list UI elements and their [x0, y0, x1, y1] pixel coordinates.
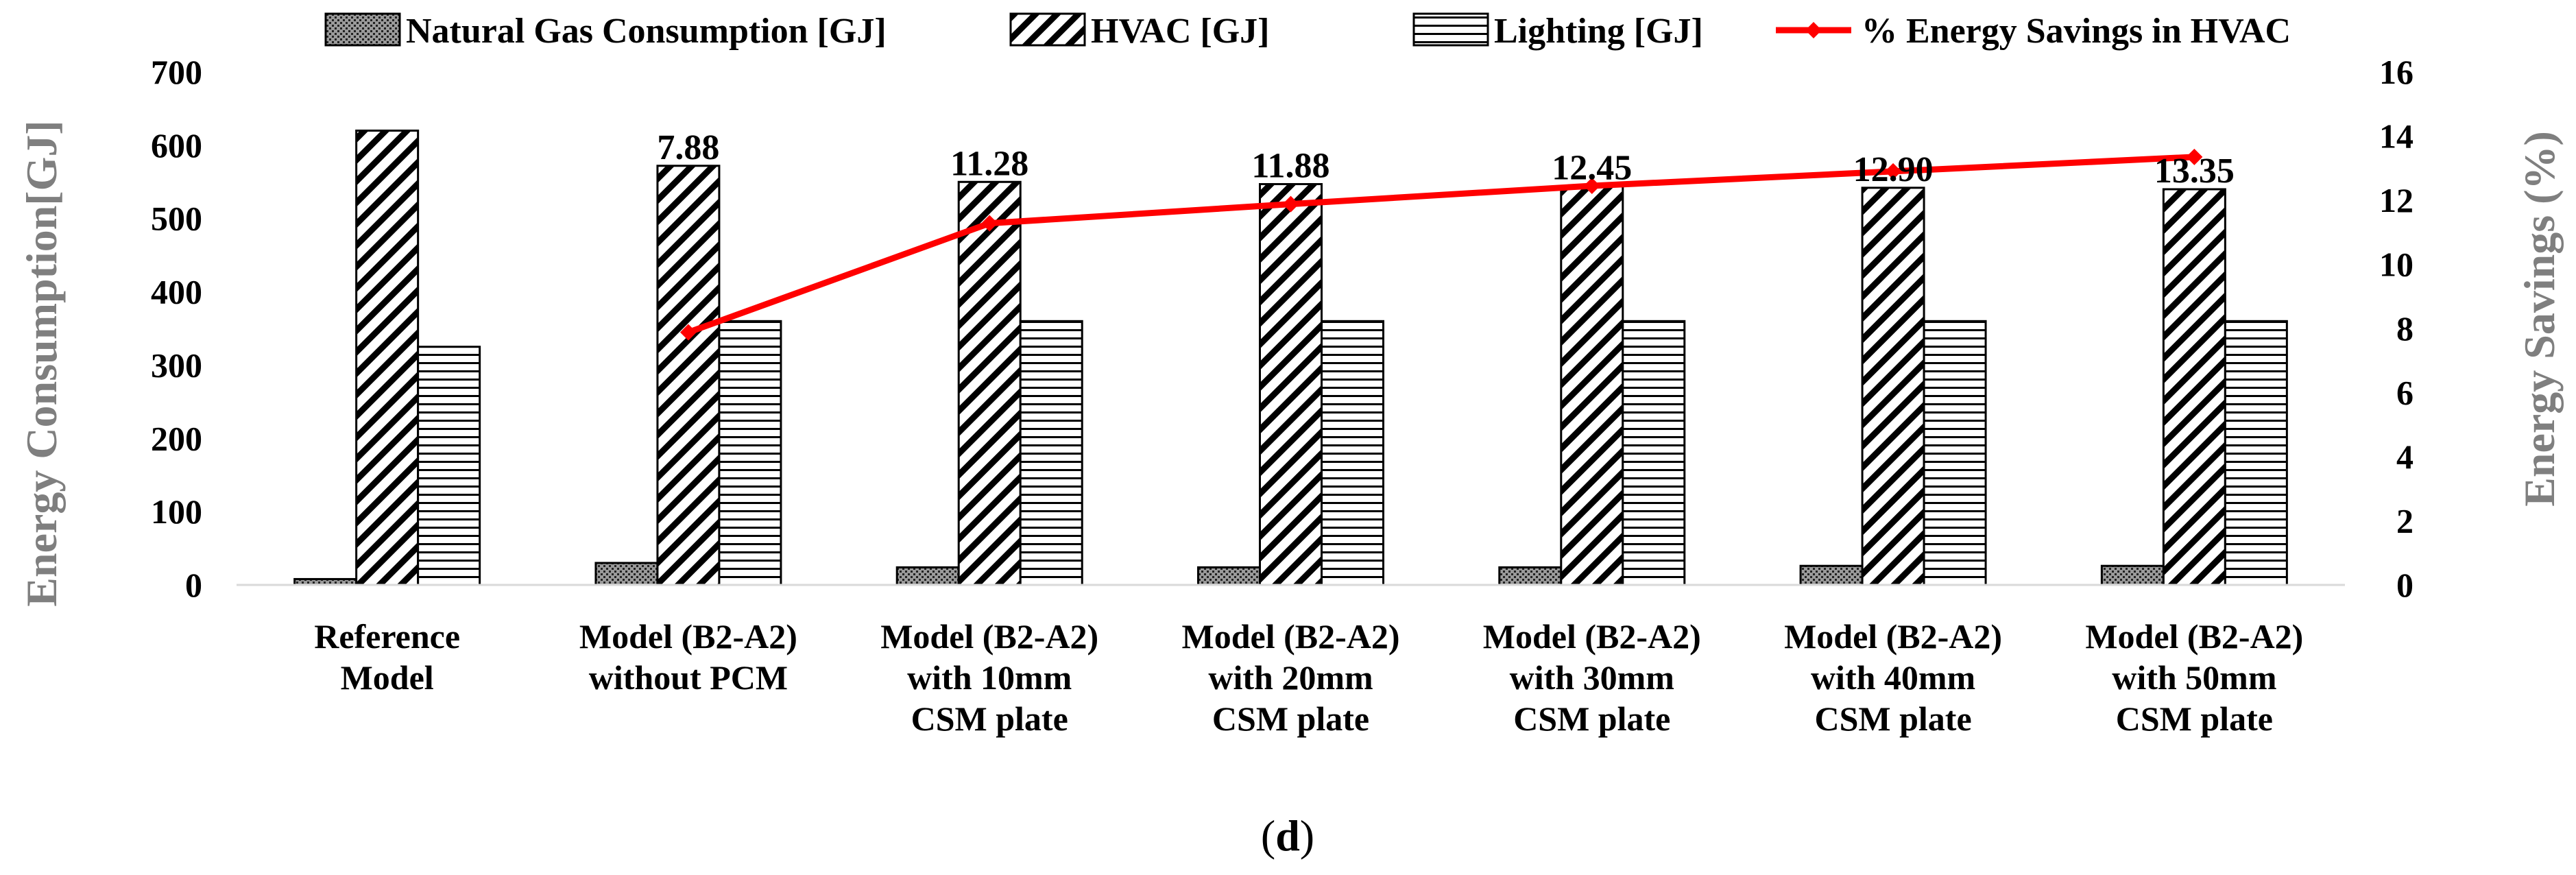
bar-horizontal-3[interactable] [1321, 320, 1384, 586]
bar-diagonal-1[interactable] [656, 165, 721, 586]
energy-savings-point[interactable] [981, 215, 998, 232]
energy-savings-data-label: 13.35 [2154, 152, 2235, 191]
bar-horizontal-2[interactable] [1019, 320, 1083, 586]
energy-savings-point[interactable] [1282, 195, 1299, 213]
legend-item-hvac[interactable]: HVAC [GJ] [1009, 12, 1269, 51]
bar-dots-1[interactable] [594, 562, 659, 586]
energy-savings-line[interactable] [687, 154, 2195, 335]
bar-horizontal-6[interactable] [2224, 320, 2288, 586]
y2-tick-label: 8 [2396, 309, 2414, 348]
bar-dots-6[interactable] [2100, 564, 2165, 586]
y2-tick-label: 4 [2396, 438, 2414, 476]
energy-savings-data-label: 11.28 [950, 144, 1028, 183]
energy-savings-data-label: 12.45 [1552, 149, 1632, 188]
y2-tick-label: 0 [2396, 566, 2414, 604]
x-tick-label: Model (B2-A2) with 50mm CSM plate [2085, 617, 2303, 738]
y-tick-label: 700 [151, 53, 202, 91]
bar-dots-4[interactable] [1498, 566, 1563, 586]
bar-horizontal-1[interactable] [718, 320, 782, 586]
energy-savings-data-label: 12.90 [1853, 150, 1934, 189]
y-tick-label: 200 [151, 419, 202, 457]
energy-savings-point[interactable] [679, 324, 697, 341]
plot-area: 0 100 200 300 400 500 600 700 0 2 4 6 8 10 12 14 16 Refer… [151, 53, 2414, 738]
y2-tick-label: 14 [2379, 117, 2414, 156]
y-tick-label: 0 [185, 566, 202, 604]
legend-item-lighting[interactable]: Lighting [GJ] [1412, 12, 1703, 51]
y2-tick-label: 6 [2396, 374, 2414, 412]
bar-dots-5[interactable] [1799, 564, 1864, 586]
bar-dots-2[interactable] [895, 566, 960, 586]
y2-tick-label: 16 [2379, 53, 2414, 91]
energy-savings-point[interactable] [2186, 148, 2203, 165]
y2-tick-label: 10 [2379, 245, 2414, 284]
y-tick-label: 500 [151, 200, 202, 238]
x-tick-label: Model (B2-A2) with 30mm CSM plate [1483, 617, 1701, 738]
x-tick-label: Model (B2-A2) with 10mm CSM plate [880, 617, 1098, 738]
bar-diagonal-4[interactable] [1560, 185, 1624, 586]
bar-horizontal-0[interactable] [417, 346, 481, 586]
y-axis-title: Energy Consumption[GJ] [17, 120, 66, 606]
legend-label-natural-gas: Natural Gas Consumption [GJ] [406, 12, 887, 51]
bar-diagonal-2[interactable] [957, 180, 1022, 586]
legend-item-energy-savings[interactable]: % Energy Savings in HVAC [1776, 12, 2291, 51]
energy-savings-point[interactable] [1583, 177, 1600, 194]
caption-letter: d [1275, 811, 1300, 860]
legend-label-lighting: Lighting [GJ] [1494, 12, 1703, 51]
legend-label-hvac: HVAC [GJ] [1091, 12, 1269, 51]
x-tick-label: Reference Model [314, 617, 460, 697]
y-tick-label: 300 [151, 346, 202, 384]
bar-dots-3[interactable] [1197, 566, 1261, 586]
legend: Natural Gas Consumption [GJ] HVAC [GJ] L… [324, 12, 2291, 51]
energy-savings-point[interactable] [1885, 163, 1902, 180]
energy-savings-data-label: 7.88 [657, 128, 719, 167]
y2-tick-label: 2 [2396, 502, 2414, 540]
x-tick-label: Model (B2-A2) with 40mm CSM plate [1784, 617, 2002, 738]
x-tick-label: Model (B2-A2) without PCM [579, 617, 797, 697]
energy-savings-data-label: 11.88 [1251, 146, 1329, 185]
bar-diagonal-6[interactable] [2162, 188, 2226, 586]
bar-horizontal-4[interactable] [1622, 320, 1686, 586]
y2-axis-title: Energy Savings (%) [2515, 131, 2564, 507]
bar-diagonal-5[interactable] [1861, 187, 1925, 586]
y-tick-label: 100 [151, 492, 202, 531]
bar-diagonal-3[interactable] [1259, 182, 1323, 586]
bar-horizontal-5[interactable] [1923, 320, 1987, 586]
y2-tick-label: 12 [2379, 181, 2414, 219]
x-tick-label: Model (B2-A2) with 20mm CSM plate [1182, 617, 1400, 738]
legend-label-energy-savings: % Energy Savings in HVAC [1862, 12, 2291, 51]
bar-diagonal-0[interactable] [355, 129, 420, 586]
legend-item-natural-gas[interactable]: Natural Gas Consumption [GJ] [324, 12, 887, 51]
y-tick-label: 600 [151, 126, 202, 165]
figure-caption: (d) [1261, 811, 1314, 860]
y-tick-label: 400 [151, 273, 202, 311]
